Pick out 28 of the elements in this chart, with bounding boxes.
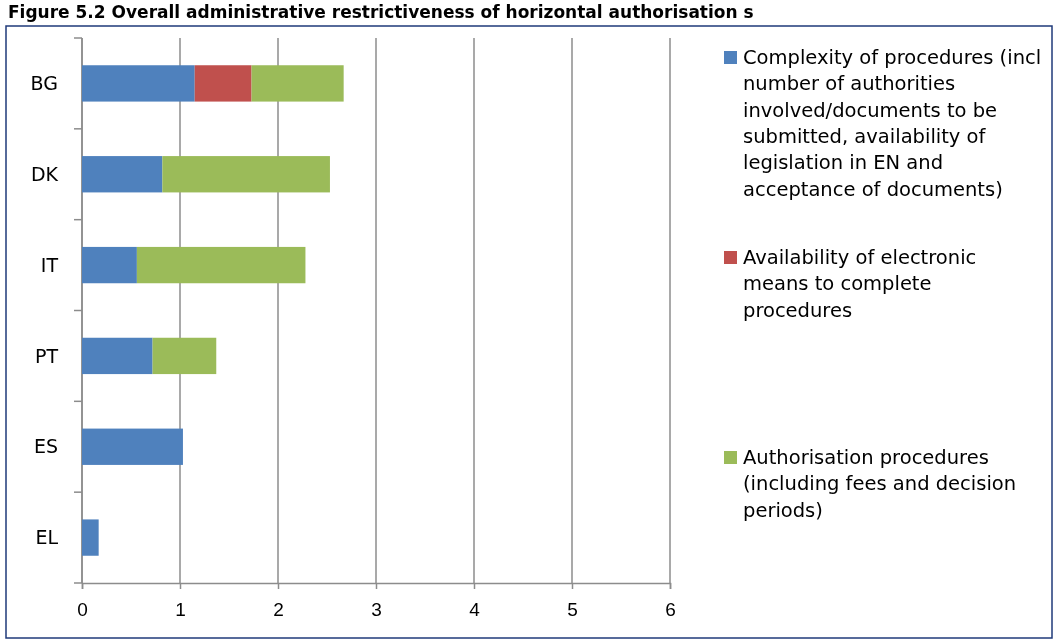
bar [82,337,153,375]
chart-title: Figure 5.2 Overall administrative restrictiveness of horizontal authorisation s [8,2,754,22]
bar [152,337,217,375]
x-tick-label: 1 [175,599,186,621]
bar [82,246,137,284]
legend-label: Availability of electronic means to complete procedures [743,246,977,322]
y-tick-label: DK [30,162,59,185]
legend-label: Complexity of procedures (incl number of authorities involved/documents to be submitted, availability of legislation in EN and acceptance of documents) [743,46,1042,201]
y-tick-label: PT [34,344,59,367]
y-tick-label: IT [40,253,59,276]
y-tick-label: ES [33,435,58,458]
bar [136,246,306,284]
bar [82,65,195,102]
bar [251,65,344,102]
x-tick-label: 5 [567,599,578,621]
bar [162,156,330,193]
bar [194,65,252,102]
x-tick-label: 3 [371,599,382,621]
bar [82,428,183,465]
legend-label: Authorisation procedures (including fees and decision periods) [743,446,1017,522]
x-tick-label: 0 [77,599,88,621]
bar [82,156,163,193]
bar [82,519,99,556]
x-tick-label: 6 [665,599,676,621]
y-tick-label: BG [30,72,58,95]
x-tick-label: 2 [273,599,284,621]
x-tick-label: 4 [469,599,481,621]
y-tick-label: EL [35,526,59,549]
